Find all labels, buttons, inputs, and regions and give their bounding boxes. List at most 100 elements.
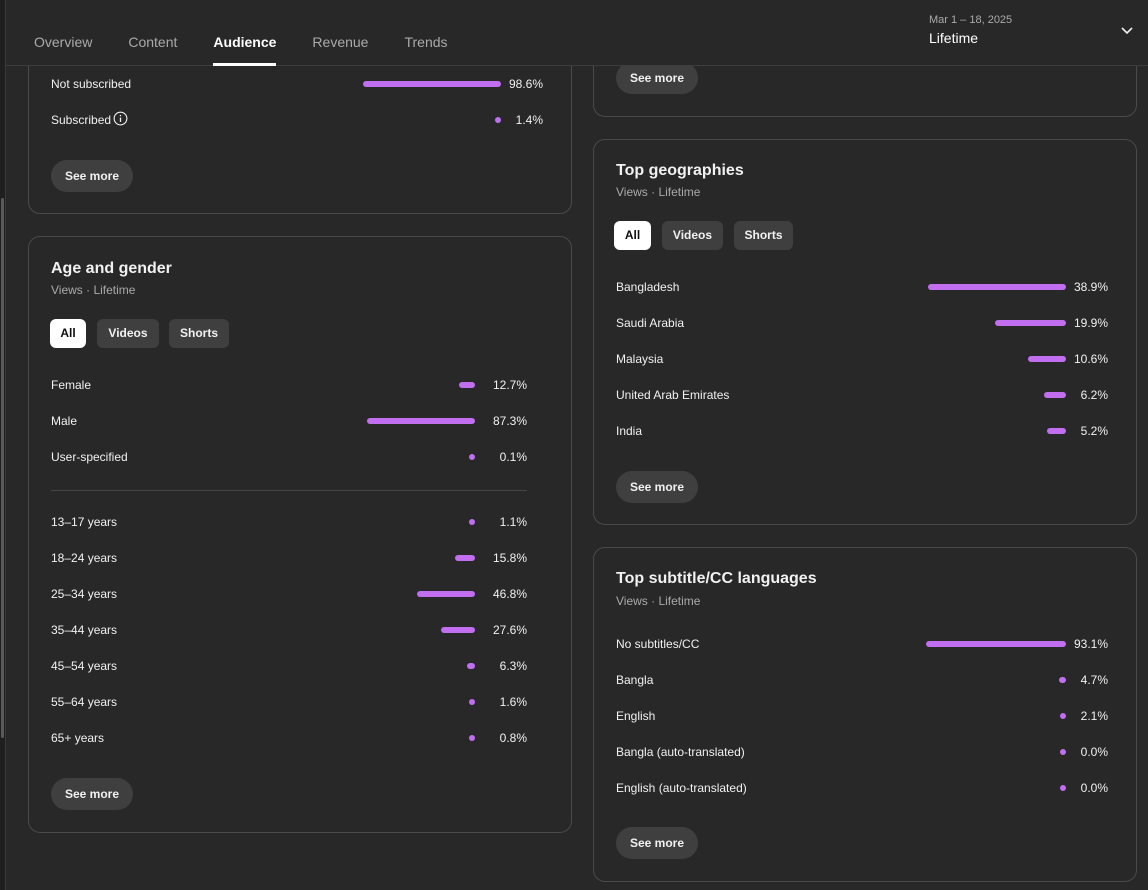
tab-audience[interactable]: Audience bbox=[213, 0, 277, 66]
list-item: 25–34 years 46.8% bbox=[51, 584, 527, 604]
percent-bar bbox=[1060, 785, 1066, 791]
percent-bar bbox=[469, 519, 475, 525]
card-subtitle: Views · Lifetime bbox=[51, 283, 136, 297]
row-label: Bangladesh bbox=[616, 280, 680, 294]
left-scroll-strip bbox=[0, 0, 6, 890]
list-item: 13–17 years 1.1% bbox=[51, 512, 527, 532]
info-icon[interactable] bbox=[113, 111, 128, 126]
percent-bar bbox=[417, 591, 475, 597]
row-value: 10.6% bbox=[1073, 352, 1108, 366]
age-gender-card: Age and gender Views · Lifetime All Vide… bbox=[28, 236, 572, 833]
row-value: 4.7% bbox=[1080, 673, 1108, 687]
tab-trends[interactable]: Trends bbox=[404, 34, 448, 50]
chip-shorts[interactable]: Shorts bbox=[169, 319, 229, 348]
row-value: 19.9% bbox=[1073, 316, 1108, 330]
chip-all[interactable]: All bbox=[614, 221, 651, 250]
percent-bar bbox=[928, 284, 1066, 290]
row-label: India bbox=[616, 424, 643, 438]
percent-bar bbox=[1028, 356, 1066, 362]
row-value: 12.7% bbox=[492, 378, 527, 392]
list-item: 18–24 years 15.8% bbox=[51, 548, 527, 568]
see-more-button[interactable]: See more bbox=[616, 471, 699, 503]
tab-bar: Overview Content Audience Revenue Trends bbox=[34, 0, 484, 66]
chip-videos[interactable]: Videos bbox=[662, 221, 723, 250]
row-label: Subscribed bbox=[51, 113, 112, 127]
row-label: Male bbox=[51, 414, 78, 428]
percent-bar bbox=[367, 418, 475, 424]
chip-all[interactable]: All bbox=[50, 319, 86, 348]
percent-bar bbox=[469, 735, 475, 741]
list-item: Bangla (auto-translated) 0.0% bbox=[616, 742, 1108, 762]
chip-shorts[interactable]: Shorts bbox=[734, 221, 793, 250]
see-more-button[interactable]: See more bbox=[616, 827, 699, 859]
period-label: Lifetime bbox=[929, 30, 979, 46]
row-label: 25–34 years bbox=[51, 587, 118, 601]
row-value: 27.6% bbox=[492, 623, 527, 637]
tab-revenue[interactable]: Revenue bbox=[312, 34, 369, 50]
card-subtitle: Views · Lifetime bbox=[616, 594, 701, 608]
section-divider bbox=[51, 490, 527, 491]
tab-content[interactable]: Content bbox=[128, 34, 178, 50]
list-item: 35–44 years 27.6% bbox=[51, 620, 527, 640]
percent-bar bbox=[469, 699, 475, 705]
row-value: 15.8% bbox=[492, 551, 527, 565]
list-item: User-specified 0.1% bbox=[51, 447, 527, 467]
row-value: 38.9% bbox=[1073, 280, 1108, 294]
row-value: 6.2% bbox=[1080, 388, 1108, 402]
analytics-header: Overview Content Audience Revenue Trends… bbox=[6, 0, 1148, 66]
row-value: 1.4% bbox=[515, 113, 543, 127]
scrollbar-thumb[interactable] bbox=[1, 198, 4, 738]
row-label: 55–64 years bbox=[51, 695, 118, 709]
row-value: 1.6% bbox=[499, 695, 527, 709]
see-more-button[interactable]: See more bbox=[616, 62, 699, 94]
row-value: 98.6% bbox=[508, 77, 543, 91]
see-more-button[interactable]: See more bbox=[51, 778, 134, 810]
percent-bar bbox=[467, 663, 475, 669]
row-label: 65+ years bbox=[51, 731, 105, 745]
percent-bar bbox=[441, 627, 475, 633]
row-value: 1.1% bbox=[499, 515, 527, 529]
list-item: Male 87.3% bbox=[51, 411, 527, 431]
card-title: Top geographies bbox=[616, 162, 744, 179]
date-range-selector[interactable]: Mar 1 – 18, 2025 Lifetime bbox=[929, 14, 1144, 54]
row-value: 46.8% bbox=[492, 587, 527, 601]
card-title: Top subtitle/CC languages bbox=[616, 570, 817, 587]
row-value: 87.3% bbox=[492, 414, 527, 428]
row-label: 13–17 years bbox=[51, 515, 118, 529]
percent-bar bbox=[495, 117, 501, 123]
list-item: Bangla 4.7% bbox=[616, 670, 1108, 690]
row-value: 0.1% bbox=[499, 450, 527, 464]
tab-overview[interactable]: Overview bbox=[34, 34, 93, 50]
percent-bar bbox=[363, 81, 501, 87]
chevron-down-icon bbox=[1121, 27, 1133, 35]
subtitle-languages-card: Top subtitle/CC languages Views · Lifeti… bbox=[593, 547, 1137, 882]
list-item: No subtitles/CC 93.1% bbox=[616, 634, 1108, 654]
list-item: 45–54 years 6.3% bbox=[51, 656, 527, 676]
row-value: 0.0% bbox=[1080, 745, 1108, 759]
row-label: User-specified bbox=[51, 450, 128, 464]
row-label: 45–54 years bbox=[51, 659, 118, 673]
percent-bar bbox=[1047, 428, 1066, 434]
row-label: Bangla (auto-translated) bbox=[616, 745, 745, 759]
row-label: English (auto-translated) bbox=[616, 781, 747, 795]
row-label: English bbox=[616, 709, 656, 723]
list-item: Saudi Arabia 19.9% bbox=[616, 313, 1108, 333]
row-label: United Arab Emirates bbox=[616, 388, 730, 402]
row-value: 0.8% bbox=[499, 731, 527, 745]
row-value: 6.3% bbox=[499, 659, 527, 673]
list-item: Not subscribed 98.6% bbox=[51, 74, 543, 94]
percent-bar bbox=[469, 454, 475, 460]
see-more-button[interactable]: See more bbox=[51, 160, 134, 192]
percent-bar bbox=[1059, 677, 1066, 683]
list-item: English 2.1% bbox=[616, 706, 1108, 726]
percent-bar bbox=[1060, 749, 1066, 755]
chip-videos[interactable]: Videos bbox=[97, 319, 159, 348]
row-value: 2.1% bbox=[1080, 709, 1108, 723]
row-value: 5.2% bbox=[1080, 424, 1108, 438]
date-range-text: Mar 1 – 18, 2025 bbox=[929, 14, 1013, 26]
row-label: Not subscribed bbox=[51, 77, 132, 91]
percent-bar bbox=[459, 382, 475, 388]
percent-bar bbox=[1060, 713, 1066, 719]
list-item: India 5.2% bbox=[616, 421, 1108, 441]
